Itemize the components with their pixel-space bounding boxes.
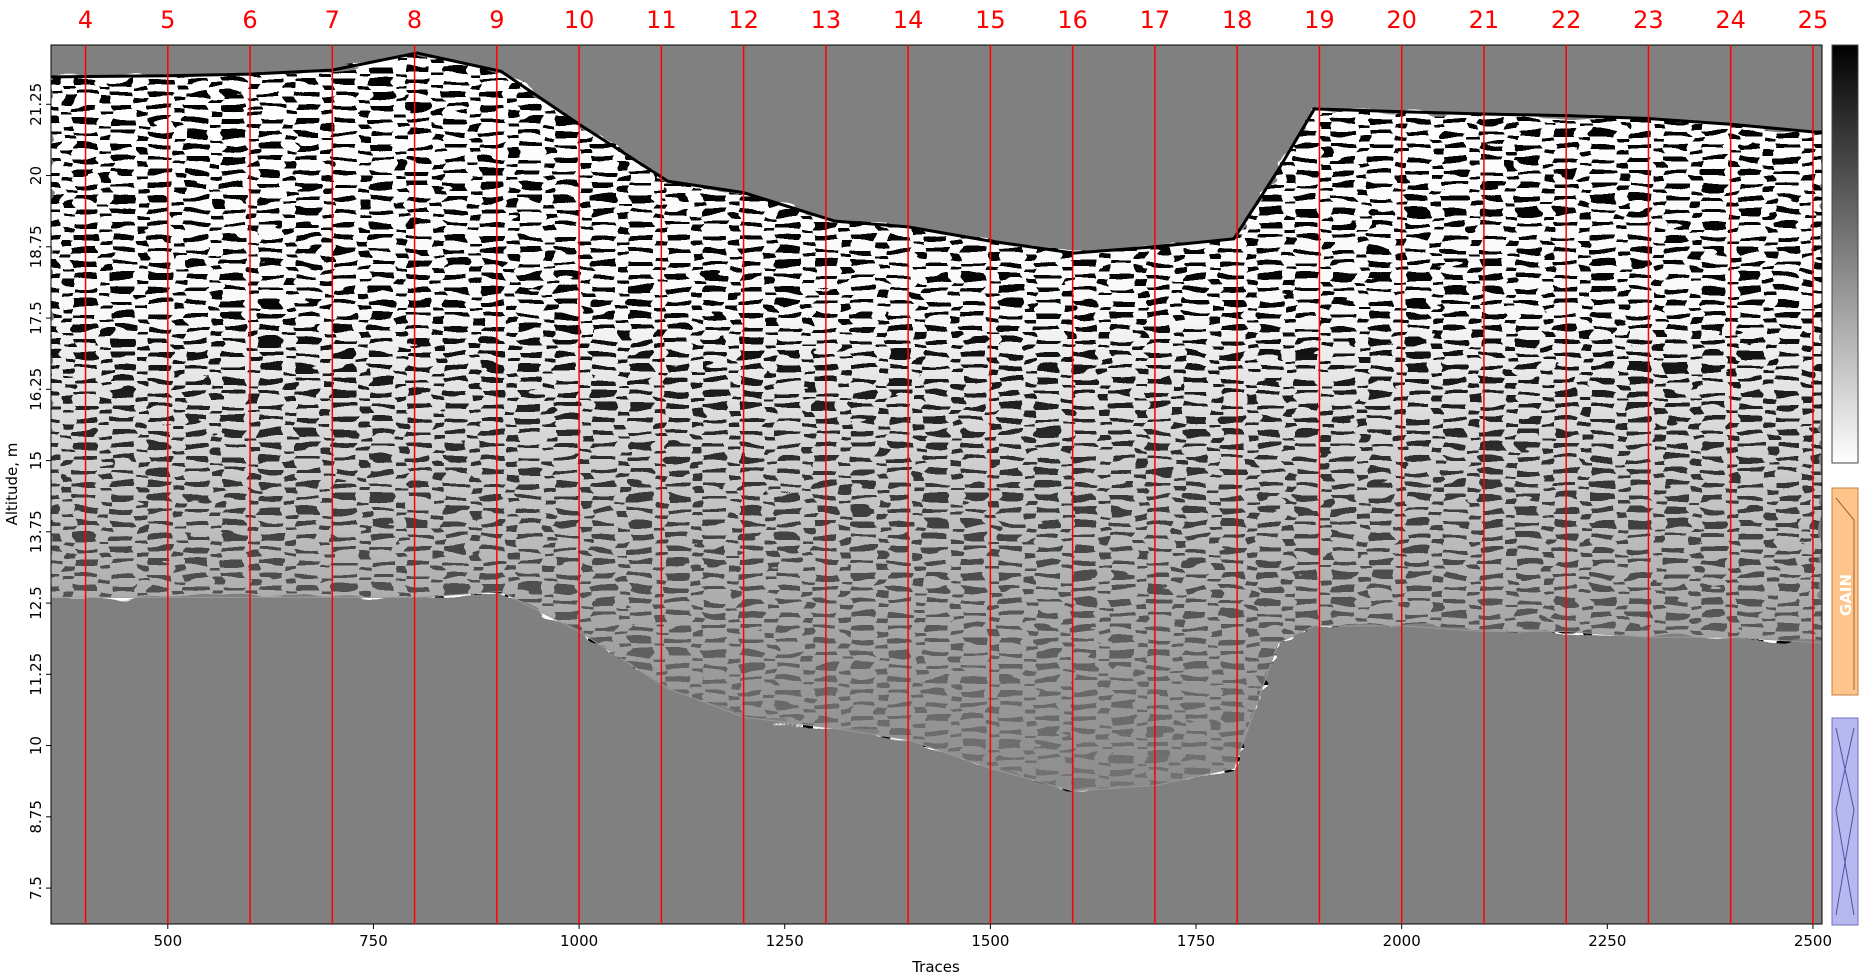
x-tick-label: 1750 [1177,932,1215,950]
marker-label: 4 [78,6,93,34]
marker-label: 9 [489,6,504,34]
y-tick-label: 15 [27,451,45,470]
marker-label: 23 [1633,6,1664,34]
x-tick-label: 1250 [766,932,804,950]
plot-frame [50,44,1823,925]
y-tick-label: 7.5 [27,876,45,900]
filter-curve [1835,727,1855,916]
gain-label: GAIN [1837,574,1855,616]
marker-label: 10 [564,6,595,34]
marker-label: 16 [1057,6,1088,34]
y-tick-label: 13.75 [27,510,45,553]
x-tick-label: 2250 [1588,932,1626,950]
x-tick-label: 1000 [560,932,598,950]
marker-label: 5 [160,6,175,34]
filter-panel[interactable] [1831,717,1859,926]
marker-label: 6 [242,6,257,34]
color-bar[interactable] [1831,44,1859,464]
gain-curve [1835,497,1855,690]
y-tick-label: 10 [27,736,45,755]
marker-label: 18 [1222,6,1253,34]
y-tick-label: 18.75 [27,225,45,268]
attenuation-overlay [51,53,1822,792]
marker-label: 24 [1715,6,1746,34]
marker-label: 21 [1469,6,1500,34]
x-axis-label: Traces [911,958,960,976]
y-tick-label: 12.5 [27,586,45,619]
marker-label: 7 [325,6,340,34]
y-tick-label: 21.25 [27,83,45,126]
marker-label: 20 [1386,6,1417,34]
x-tick-label: 1500 [971,932,1009,950]
x-tick-label: 2500 [1794,932,1832,950]
marker-label: 11 [646,6,677,34]
filter-curve [1835,727,1855,916]
y-axis-label: Altitude, m [3,443,21,526]
marker-label: 14 [893,6,924,34]
marker-label: 8 [407,6,422,34]
y-tick-label: 16.25 [27,368,45,411]
marker-label: 12 [728,6,759,34]
y-tick-label: 17.5 [27,301,45,334]
y-tick-label: 11.25 [27,653,45,696]
y-tick-label: 8.75 [27,800,45,833]
y-tick-label: 20 [27,166,45,185]
marker-label: 22 [1551,6,1582,34]
marker-label: 17 [1140,6,1171,34]
x-tick-label: 750 [359,932,388,950]
marker-label: 15 [975,6,1006,34]
x-tick-label: 500 [153,932,182,950]
marker-label: 19 [1304,6,1335,34]
marker-label: 25 [1798,6,1829,34]
marker-label: 13 [811,6,842,34]
x-tick-label: 2000 [1383,932,1421,950]
